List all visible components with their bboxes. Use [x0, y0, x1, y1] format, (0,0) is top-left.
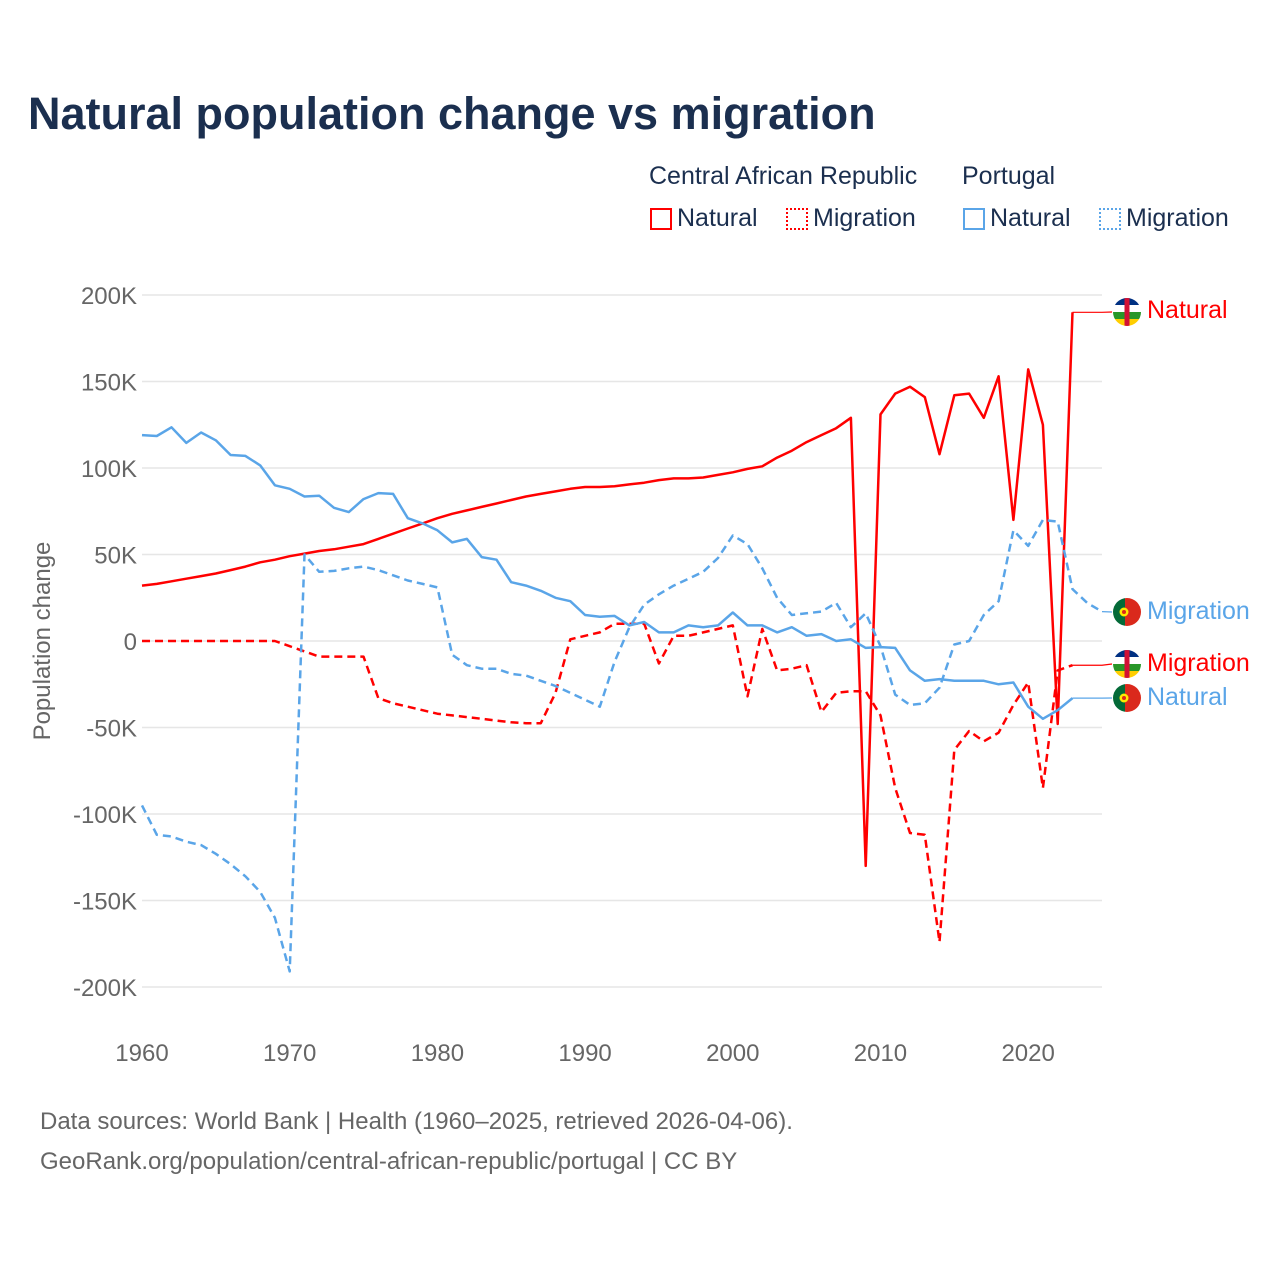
y-tick-label: 0 — [124, 629, 137, 656]
legend-car-migration[interactable]: Migration — [786, 204, 916, 233]
legend-swatch-dotted — [786, 207, 808, 230]
footer-sources: Data sources: World Bank | Health (1960–… — [40, 1108, 793, 1135]
x-tick-label: 1960 — [115, 1040, 168, 1067]
x-tick-label: 1970 — [263, 1040, 316, 1067]
x-tick-label: 1980 — [411, 1040, 464, 1067]
end-label-car-migration: Migration — [1147, 649, 1250, 677]
flag-car-icon — [1113, 650, 1141, 678]
legend-label: Natural — [990, 204, 1071, 232]
flag-portugal-icon — [1113, 684, 1141, 712]
legend-car-natural[interactable]: Natural — [650, 204, 758, 233]
y-axis-label: Population change — [29, 542, 56, 741]
chart-title: Natural population change vs migration — [28, 88, 876, 139]
legend-portugal-migration[interactable]: Migration — [1099, 204, 1229, 233]
legend-swatch-solid — [963, 207, 985, 230]
legend-label: Migration — [813, 204, 916, 232]
legend-portugal-natural[interactable]: Natural — [963, 204, 1071, 233]
flag-portugal-icon — [1113, 598, 1141, 626]
y-tick-label: 100K — [81, 456, 137, 483]
legend-label: Migration — [1126, 204, 1229, 232]
series-line-central-african-republic-migration[interactable] — [142, 622, 1073, 944]
y-tick-label: -50K — [86, 716, 137, 743]
series-line-central-african-republic-natural[interactable] — [141, 312, 1074, 868]
footer-link[interactable]: GeoRank.org/population/central-african-r… — [40, 1148, 738, 1175]
flag-car-icon — [1113, 298, 1141, 326]
legend-swatch-solid — [650, 207, 672, 230]
legend-group-portugal: Portugal — [962, 162, 1056, 190]
y-tick-label: -200K — [73, 975, 137, 1002]
y-tick-label: -150K — [73, 889, 137, 916]
y-tick-label: 50K — [94, 543, 137, 570]
end-label-car-natural: Natural — [1147, 296, 1228, 324]
y-tick-label: -100K — [73, 802, 137, 829]
x-tick-label: 1990 — [558, 1040, 611, 1067]
x-tick-label: 2020 — [1001, 1040, 1054, 1067]
legend-swatch-dotted — [1099, 207, 1121, 230]
y-tick-label: 200K — [81, 283, 137, 310]
legend-label: Natural — [677, 204, 758, 232]
end-label-portugal-migration: Migration — [1147, 597, 1250, 625]
end-label-connector — [1072, 663, 1113, 666]
end-label-portugal-natural: Natural — [1147, 683, 1228, 711]
series-line-portugal-natural[interactable] — [141, 426, 1074, 721]
x-tick-label: 2010 — [854, 1040, 907, 1067]
x-tick-label: 2000 — [706, 1040, 759, 1067]
series-line-portugal-migration[interactable] — [140, 518, 1103, 973]
y-tick-label: 150K — [81, 370, 137, 397]
legend-group-car: Central African Republic — [649, 162, 918, 190]
